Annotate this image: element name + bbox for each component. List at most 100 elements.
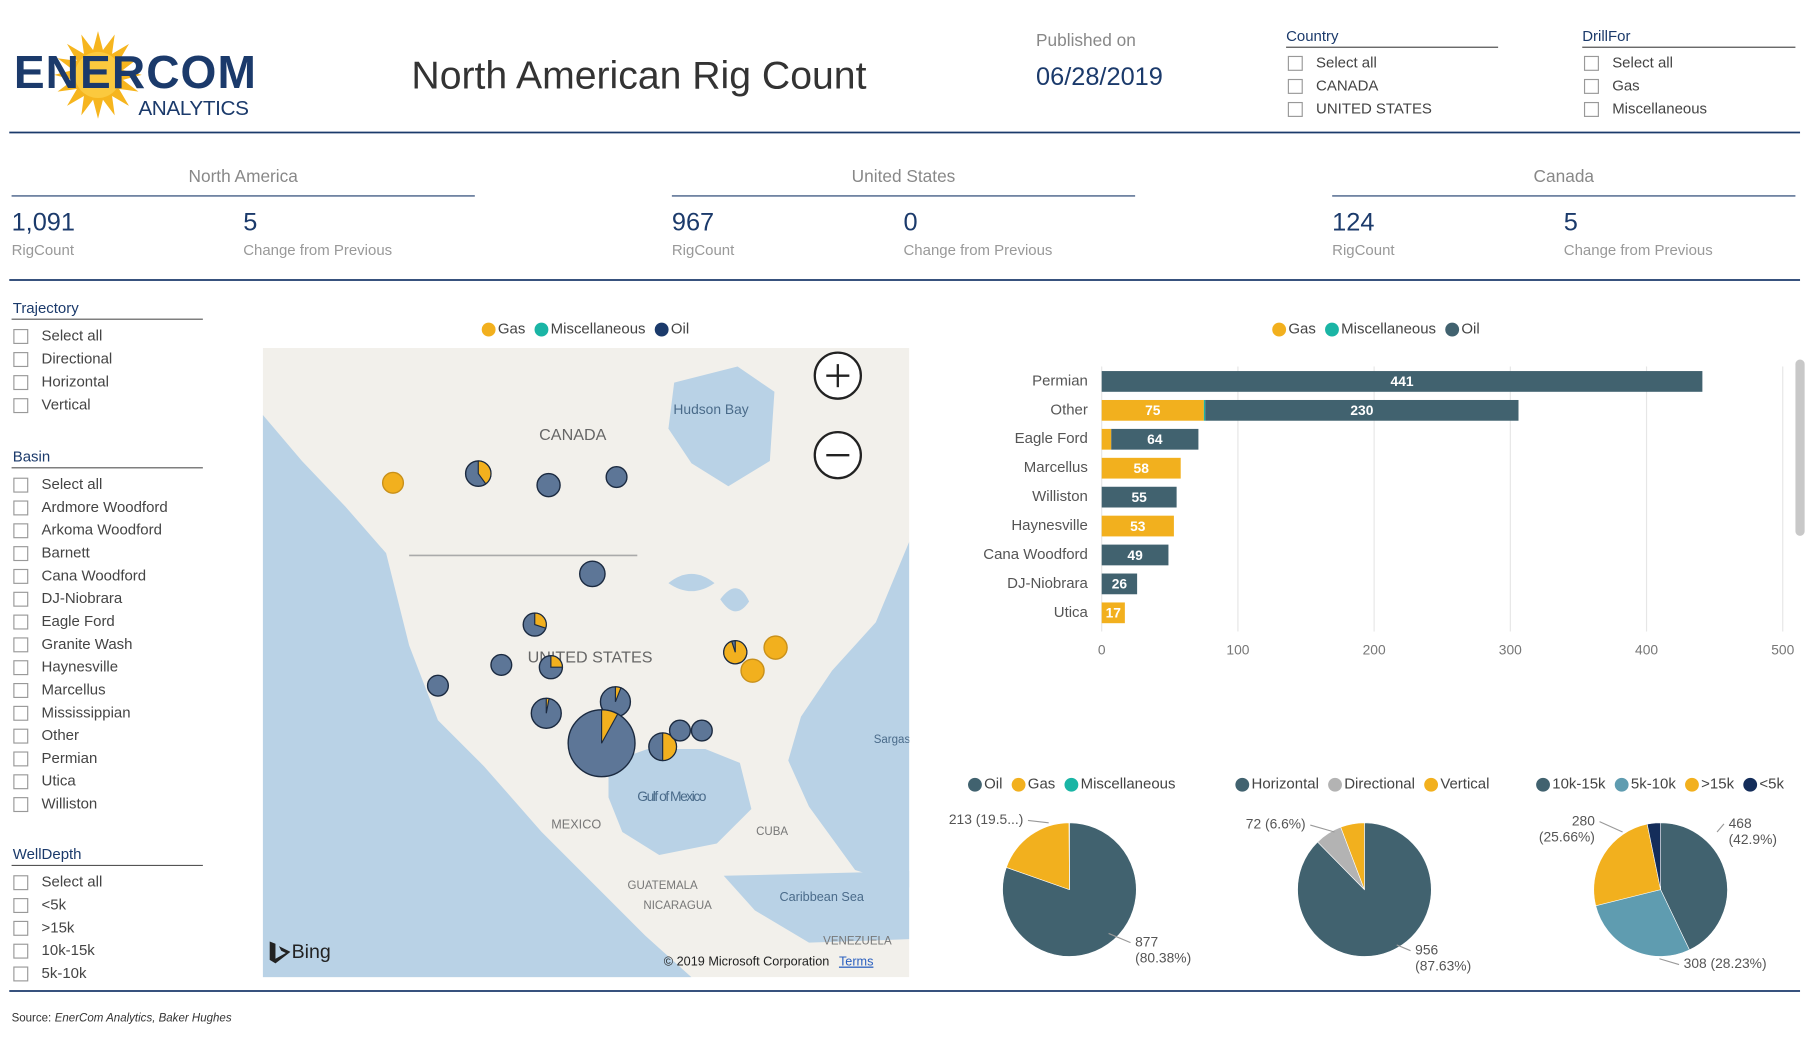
filter-item: Gas: [1612, 77, 1639, 94]
checkbox[interactable]: [13, 920, 29, 936]
filter-item: Haynesville: [42, 659, 119, 676]
filter-item: Ardmore Woodford: [42, 499, 168, 516]
checkbox[interactable]: [13, 966, 29, 982]
checkbox[interactable]: [13, 398, 29, 414]
checkbox[interactable]: [13, 352, 29, 368]
filter-item: Utica: [42, 773, 77, 790]
bar-segment: [1101, 428, 1112, 450]
legend-label: <5k: [1759, 776, 1784, 793]
legend-swatch: [1445, 322, 1460, 337]
map-marker-slice: [614, 686, 622, 702]
filter-item: 5k-10k: [42, 965, 87, 982]
filter-title: Country: [1286, 28, 1339, 45]
filter-item: Miscellaneous: [1612, 100, 1707, 117]
y-tick-label: Permian: [1032, 372, 1088, 389]
checkbox[interactable]: [1287, 55, 1303, 71]
bar-segment: [1101, 457, 1181, 479]
checkbox[interactable]: [13, 614, 29, 630]
kpi-label: RigCount: [1332, 242, 1395, 259]
checkbox[interactable]: [1583, 101, 1599, 117]
checkbox[interactable]: [1583, 78, 1599, 94]
map-water: [608, 749, 752, 856]
map-terms[interactable]: Terms: [839, 955, 873, 969]
y-tick-label: Other: [1050, 401, 1087, 418]
pie-slice: [1340, 822, 1365, 890]
legend-label: Miscellaneous: [1341, 321, 1436, 338]
checkbox[interactable]: [13, 523, 29, 539]
filter-item: Directional: [42, 350, 113, 367]
checkbox[interactable]: [13, 728, 29, 744]
filter-item: Horizontal: [42, 374, 109, 391]
map-water: [723, 871, 910, 943]
data-label: 280 (25.66%): [1539, 812, 1595, 844]
data-label: 49: [1127, 547, 1143, 563]
legend-label: Directional: [1344, 776, 1415, 793]
data-label: 468 (42.9%): [1729, 815, 1777, 847]
y-tick-label: Williston: [1032, 488, 1088, 505]
checkbox[interactable]: [13, 591, 29, 607]
legend-swatch: [1424, 777, 1439, 792]
checkbox[interactable]: [13, 660, 29, 676]
map-label: Sargas: [874, 734, 911, 746]
map-label: Caribbean Sea: [779, 890, 864, 904]
legend-label: 5k-10k: [1631, 776, 1676, 793]
checkbox[interactable]: [13, 705, 29, 721]
checkbox[interactable]: [13, 375, 29, 391]
bar-segment: [1101, 544, 1169, 566]
checkbox[interactable]: [13, 774, 29, 790]
map-water: [668, 573, 715, 592]
map-label: Gulf of Mexico: [637, 788, 706, 804]
filter-item: Granite Wash: [42, 636, 133, 653]
x-tick-label: 400: [1635, 642, 1658, 658]
logo-sun-core: [74, 51, 122, 98]
x-tick-label: 200: [1363, 642, 1386, 658]
legend-label: Oil: [1461, 321, 1479, 338]
filter-item: Williston: [42, 796, 98, 813]
filter-item: Select all: [42, 874, 103, 891]
filter-item: >15k: [42, 919, 75, 936]
bar-segment: [1101, 371, 1703, 392]
checkbox[interactable]: [13, 477, 29, 493]
checkbox[interactable]: [13, 500, 29, 516]
leader-line: [1310, 824, 1335, 833]
checkbox[interactable]: [13, 751, 29, 767]
filter-item: Select all: [1612, 54, 1673, 71]
kpi-value: 0: [904, 208, 918, 236]
map-provider: Bing: [292, 941, 331, 963]
checkbox[interactable]: [13, 875, 29, 891]
checkbox[interactable]: [13, 546, 29, 562]
scrollbar[interactable]: [1795, 359, 1805, 536]
source-label: Source:: [12, 1013, 52, 1025]
checkbox[interactable]: [13, 943, 29, 959]
filter-item: CANADA: [1316, 77, 1378, 94]
bing-icon: [269, 941, 291, 964]
y-tick-label: Utica: [1054, 604, 1089, 621]
pie-slice: [1660, 822, 1728, 951]
bar-segment: [1203, 399, 1206, 421]
legend-label: >15k: [1701, 776, 1734, 793]
map-label: CANADA: [539, 426, 606, 444]
checkbox[interactable]: [13, 568, 29, 584]
kpi-value: 1,091: [12, 208, 75, 236]
filter-item: UNITED STATES: [1316, 100, 1432, 117]
legend-swatch: [968, 777, 982, 792]
checkbox[interactable]: [1287, 101, 1303, 117]
filter-item: Arkoma Woodford: [42, 522, 162, 539]
legend-swatch: [1685, 777, 1699, 792]
checkbox[interactable]: [13, 328, 29, 344]
filter-item: Select all: [42, 327, 103, 344]
map-marker-slice: [550, 655, 563, 668]
checkbox[interactable]: [1287, 78, 1303, 94]
bar-segment: [1101, 486, 1177, 508]
legend-label: Gas: [1028, 776, 1055, 793]
source-text: EnerCom Analytics, Baker Hughes: [55, 1013, 232, 1025]
checkbox[interactable]: [13, 683, 29, 698]
legend-swatch: [1011, 777, 1026, 792]
checkbox[interactable]: [13, 797, 29, 813]
checkbox[interactable]: [1583, 55, 1599, 71]
x-tick-label: 0: [1098, 642, 1106, 658]
checkbox[interactable]: [13, 898, 29, 914]
checkbox[interactable]: [13, 637, 29, 653]
